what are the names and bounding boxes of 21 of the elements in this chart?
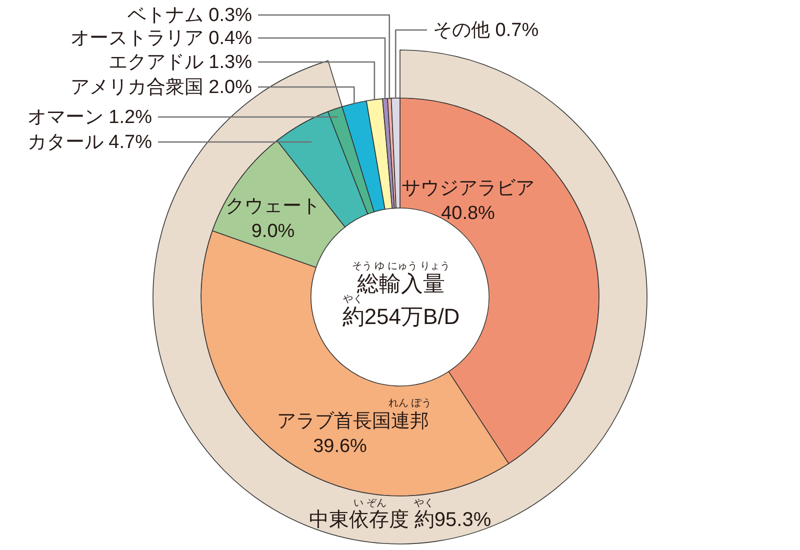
data-label: 39.6% — [313, 436, 368, 457]
slice-label: クウェート — [226, 196, 320, 217]
slice-label: カタール 4.7% — [27, 132, 152, 153]
slice-label: オマーン 1.2% — [27, 107, 152, 128]
slice-label: ベトナム 0.3% — [127, 5, 252, 26]
text: い ぞん — [354, 498, 386, 509]
text: やく — [343, 294, 363, 305]
text: そう ゆ にゅう りょう — [352, 261, 450, 272]
data-label: 9.0% — [251, 221, 295, 242]
slice-label: オーストラリア 0.4% — [70, 28, 252, 49]
slice-label: サウジアラビア — [402, 178, 534, 199]
text: 総輸入量 — [356, 271, 445, 296]
slice-label: その他 0.7% — [433, 20, 539, 41]
slice-label: エクアドル 1.3% — [108, 52, 252, 73]
slice-label: アメリカ合衆国 2.0% — [70, 77, 252, 98]
data-label: 40.8% — [441, 203, 496, 224]
text: やく — [414, 498, 434, 509]
slice-label: アラブ首長国連邦 — [277, 411, 429, 432]
text: 約254万B/D — [342, 304, 460, 329]
text: れん ぽう — [388, 398, 432, 409]
slice-label: 中東依存度 約95.3% — [308, 509, 492, 531]
